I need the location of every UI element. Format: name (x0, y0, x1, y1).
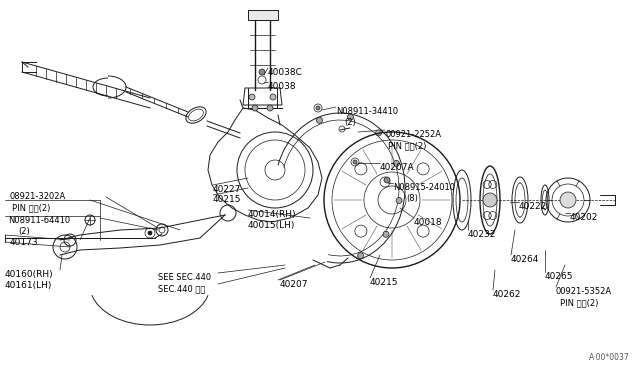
Text: 40215: 40215 (213, 195, 241, 204)
Text: SEC.440 参照: SEC.440 参照 (158, 284, 205, 293)
Text: A·00*0037: A·00*0037 (589, 353, 630, 362)
Text: PIN ビン(2): PIN ビン(2) (560, 298, 598, 307)
Text: 08921-3202A: 08921-3202A (10, 192, 67, 201)
Text: 40227: 40227 (213, 185, 241, 194)
Text: 40215: 40215 (370, 278, 399, 287)
Circle shape (267, 105, 273, 111)
Circle shape (316, 106, 320, 110)
Circle shape (249, 94, 255, 100)
Circle shape (252, 105, 258, 111)
Text: 40265: 40265 (545, 272, 573, 281)
Text: 40207: 40207 (280, 280, 308, 289)
Circle shape (348, 114, 353, 120)
Text: 40160(RH): 40160(RH) (5, 270, 54, 279)
Text: 00921-2252A: 00921-2252A (385, 130, 441, 139)
Text: 00921-5352A: 00921-5352A (556, 287, 612, 296)
Text: 40018: 40018 (414, 218, 443, 227)
Text: 40207A: 40207A (380, 163, 415, 172)
Circle shape (383, 231, 389, 237)
Circle shape (560, 192, 576, 208)
Text: 40038C: 40038C (268, 68, 303, 77)
Text: (2): (2) (18, 227, 29, 236)
Circle shape (376, 130, 381, 136)
Circle shape (353, 160, 357, 164)
Circle shape (394, 160, 399, 166)
Circle shape (316, 117, 323, 124)
Text: 40262: 40262 (493, 290, 522, 299)
Circle shape (259, 69, 265, 75)
Circle shape (396, 198, 402, 203)
Text: 40202: 40202 (570, 213, 598, 222)
Text: PIN ビン(2): PIN ビン(2) (388, 141, 426, 150)
Text: PIN ビン(2): PIN ビン(2) (12, 203, 51, 212)
Text: N08911-34410: N08911-34410 (336, 107, 398, 116)
Text: 40173: 40173 (10, 238, 38, 247)
Text: 40038: 40038 (268, 82, 296, 91)
Text: SEE SEC.440: SEE SEC.440 (158, 273, 211, 282)
Text: N08915-24010: N08915-24010 (393, 183, 455, 192)
Circle shape (384, 177, 390, 183)
Circle shape (483, 193, 497, 207)
Circle shape (270, 94, 276, 100)
Circle shape (148, 231, 152, 235)
Text: 40014(RH): 40014(RH) (248, 210, 296, 219)
Text: 40264: 40264 (511, 255, 540, 264)
Text: 40161(LH): 40161(LH) (5, 281, 52, 290)
Text: 40015(LH): 40015(LH) (248, 221, 296, 230)
Polygon shape (248, 10, 278, 20)
Text: 40222: 40222 (519, 202, 547, 211)
Text: (2): (2) (344, 118, 356, 127)
Circle shape (358, 253, 364, 259)
Text: 40232: 40232 (468, 230, 497, 239)
Text: (8): (8) (406, 194, 418, 203)
Text: N08911-64410: N08911-64410 (8, 216, 70, 225)
